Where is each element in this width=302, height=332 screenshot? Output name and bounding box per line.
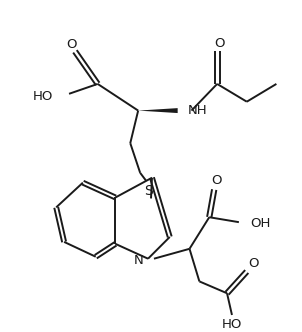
Text: OH: OH: [251, 217, 271, 230]
Text: O: O: [66, 38, 76, 51]
Text: N: N: [133, 254, 143, 267]
Text: NH: NH: [188, 104, 207, 117]
Text: S: S: [144, 184, 153, 198]
Text: HO: HO: [222, 318, 242, 331]
Polygon shape: [138, 108, 178, 113]
Text: HO: HO: [33, 90, 53, 103]
Text: O: O: [249, 257, 259, 270]
Text: O: O: [214, 37, 224, 50]
Text: O: O: [211, 174, 221, 187]
